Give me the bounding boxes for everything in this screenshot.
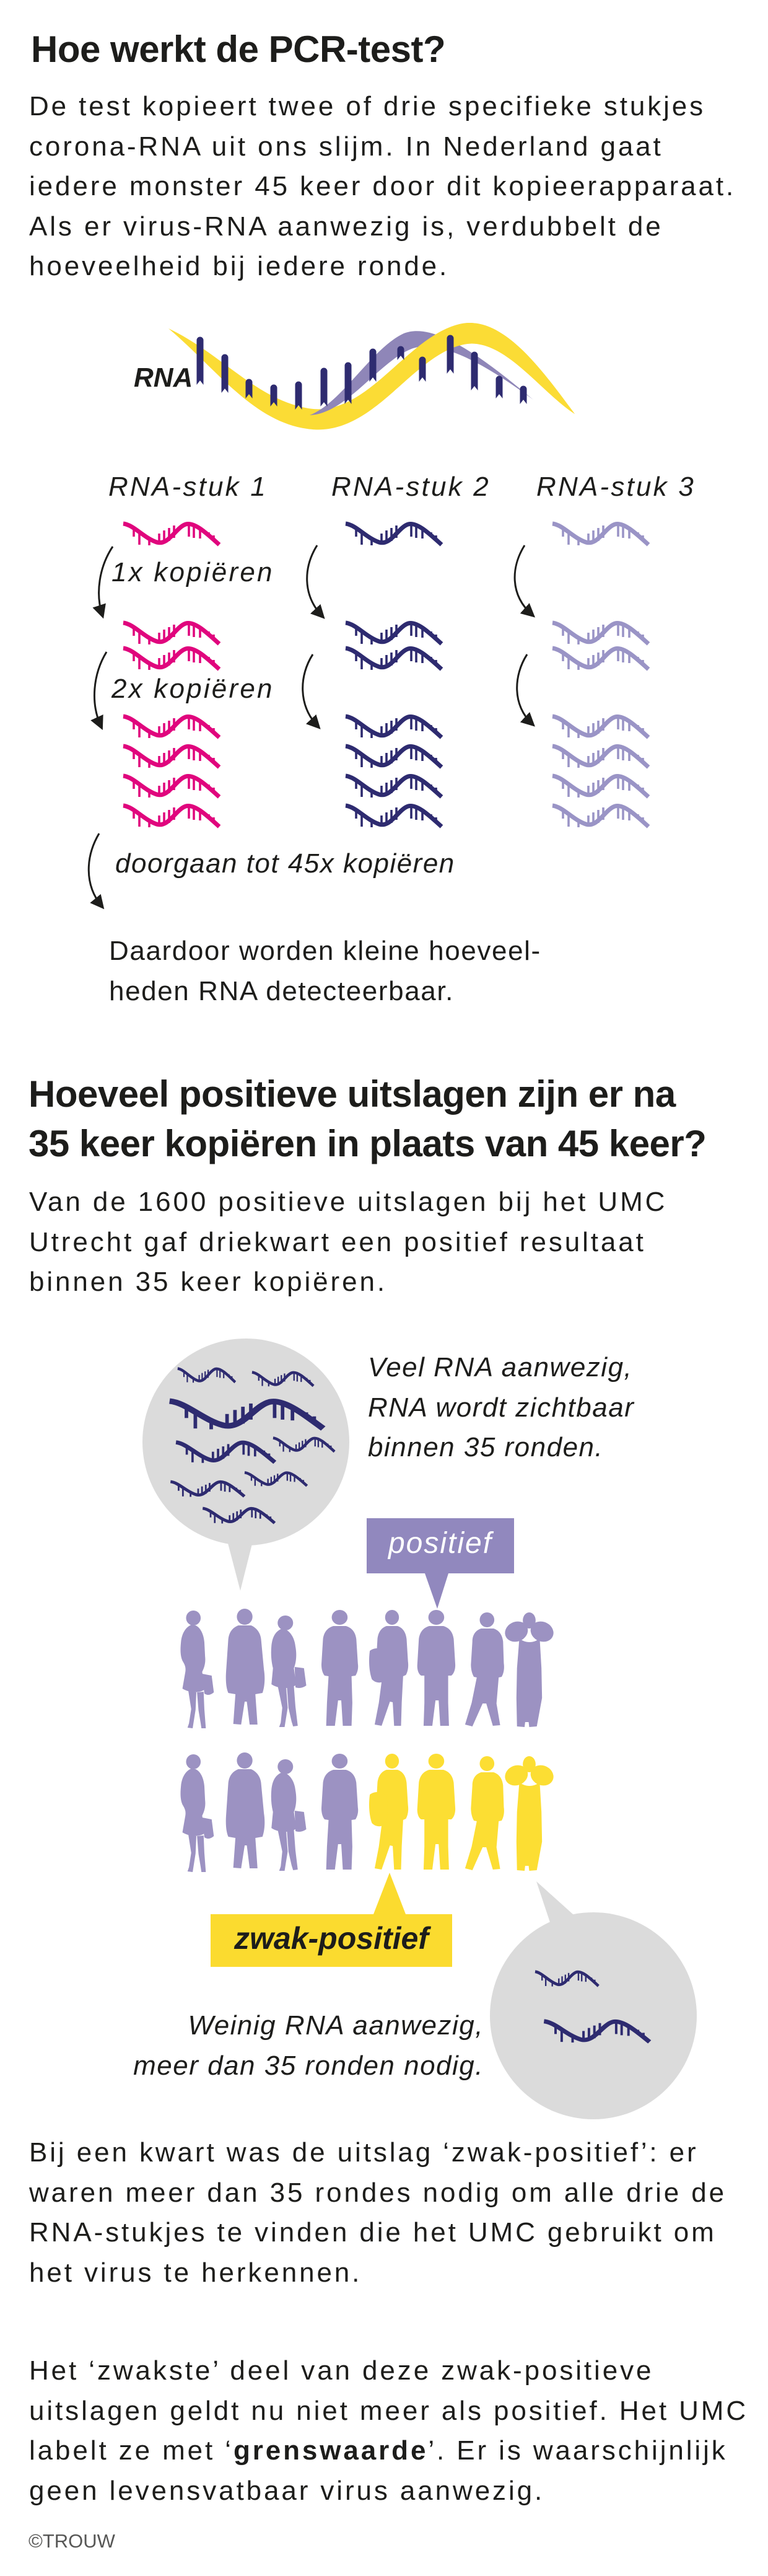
svg-text:positief: positief bbox=[387, 1527, 494, 1560]
svg-text:zwak-positief: zwak-positief bbox=[233, 1921, 431, 1956]
